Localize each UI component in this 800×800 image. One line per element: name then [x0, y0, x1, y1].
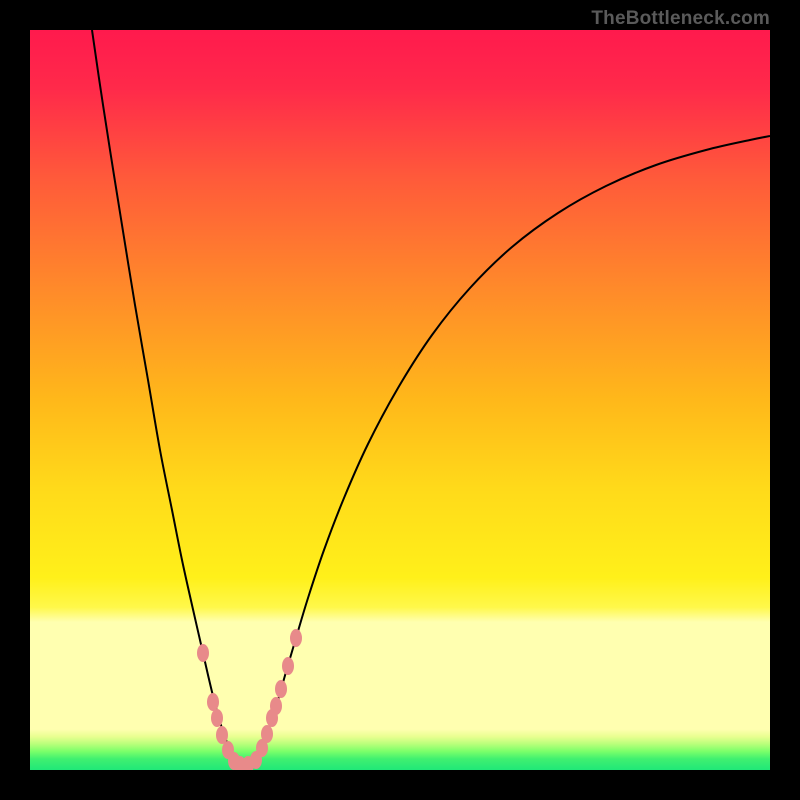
data-marker [207, 693, 219, 711]
data-marker [282, 657, 294, 675]
plot-area [30, 30, 770, 770]
data-marker [270, 697, 282, 715]
plot-background [30, 30, 770, 770]
chart-svg [30, 30, 770, 770]
data-marker [211, 709, 223, 727]
data-marker [216, 726, 228, 744]
data-marker [290, 629, 302, 647]
chart-container: TheBottleneck.com [0, 0, 800, 800]
data-marker [275, 680, 287, 698]
data-marker [261, 725, 273, 743]
watermark-text: TheBottleneck.com [591, 8, 770, 30]
data-marker [197, 644, 209, 662]
